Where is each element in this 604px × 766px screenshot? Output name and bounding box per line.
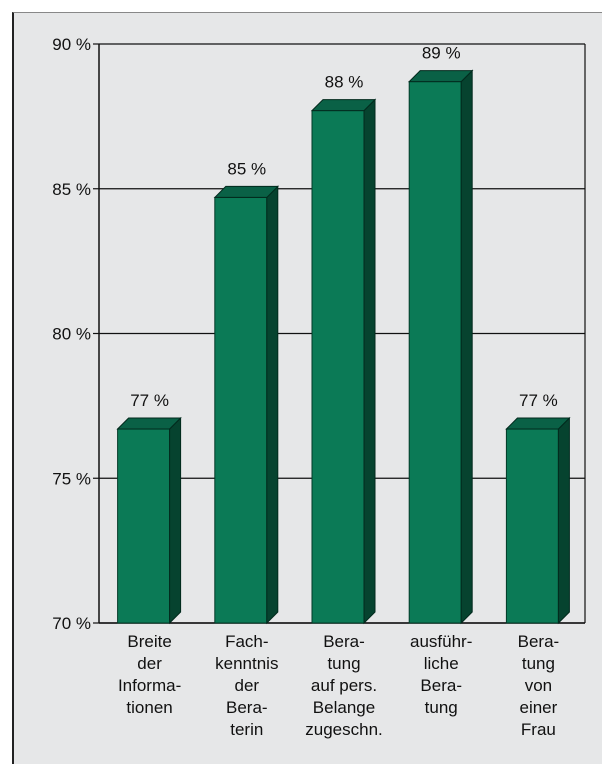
x-tick-label: Belange bbox=[313, 698, 375, 717]
x-tick-label: tionen bbox=[126, 698, 172, 717]
x-tick-label: ausführ- bbox=[410, 632, 472, 651]
x-tick-label: Informa- bbox=[118, 676, 181, 695]
chart-panel: 70 % 75 % 80 % 85 % 90 % 77 % Breite der Informa… bbox=[12, 12, 602, 764]
x-tick-label: zugeschn. bbox=[305, 720, 383, 739]
x-tick-label: tung bbox=[522, 654, 555, 673]
x-tick-label: Bera- bbox=[226, 698, 268, 717]
x-tick-label: Bera- bbox=[518, 632, 560, 651]
x-tick-label: Frau bbox=[521, 720, 556, 739]
x-tick-label: Fach- bbox=[225, 632, 268, 651]
x-tick-label: der bbox=[235, 676, 260, 695]
bar-top bbox=[116, 417, 182, 430]
y-tick-label: 90 % bbox=[52, 35, 91, 54]
bar-top bbox=[213, 185, 280, 198]
x-tick-label: einer bbox=[519, 698, 557, 717]
bar[interactable] bbox=[505, 428, 559, 624]
bar-chart: 70 % 75 % 80 % 85 % 90 % 77 % Breite der Informa… bbox=[52, 35, 586, 739]
x-tick-label: von bbox=[525, 676, 552, 695]
bar-top bbox=[407, 70, 474, 83]
bar-side bbox=[557, 416, 570, 625]
data-label: 77 % bbox=[519, 391, 558, 410]
bar[interactable] bbox=[214, 196, 268, 624]
y-tick-label: 85 % bbox=[52, 180, 91, 199]
y-tick-label: 70 % bbox=[52, 614, 91, 633]
x-tick-label: Bera- bbox=[323, 632, 365, 651]
bar-side bbox=[460, 69, 473, 625]
data-label: 85 % bbox=[227, 159, 266, 178]
data-label: 88 % bbox=[325, 73, 364, 92]
bar[interactable] bbox=[311, 110, 365, 624]
data-label: 89 % bbox=[422, 44, 461, 63]
y-tick-label: 80 % bbox=[52, 325, 91, 344]
bar-side bbox=[169, 416, 182, 625]
x-tick-label: kenntnis bbox=[215, 654, 278, 673]
x-tick-label: tung bbox=[425, 698, 458, 717]
bar-top bbox=[310, 99, 377, 112]
bar-side bbox=[266, 185, 279, 625]
data-label: 77 % bbox=[130, 391, 169, 410]
bar[interactable] bbox=[117, 428, 171, 624]
bar-top bbox=[505, 417, 571, 430]
x-tick-label: Bera- bbox=[420, 676, 462, 695]
x-tick-label: tung bbox=[327, 654, 360, 673]
x-tick-label: terin bbox=[230, 720, 263, 739]
x-tick-label: auf pers. bbox=[311, 676, 377, 695]
bar[interactable] bbox=[408, 81, 462, 624]
bar-side bbox=[363, 98, 376, 625]
x-tick-label: der bbox=[137, 654, 162, 673]
x-tick-label: Breite bbox=[127, 632, 171, 651]
y-tick-label: 75 % bbox=[52, 469, 91, 488]
x-tick-label: liche bbox=[424, 654, 459, 673]
